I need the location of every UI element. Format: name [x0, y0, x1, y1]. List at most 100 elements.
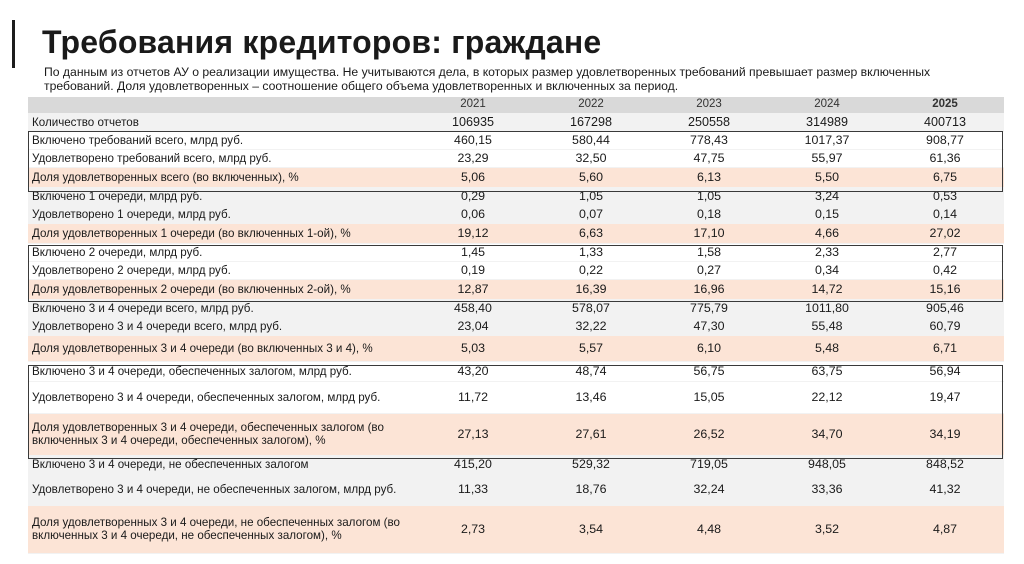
value-cell-2022: 48,74 — [532, 361, 650, 382]
value-cell-2023: 17,10 — [650, 223, 768, 244]
value-cell-2023: 250558 — [650, 113, 768, 132]
value-cell-2024: 2,33 — [768, 243, 886, 262]
value-cell-2023: 16,96 — [650, 279, 768, 300]
table-row: Удовлетворено требований всего, млрд руб… — [28, 149, 1004, 168]
year-header-2024: 2024 — [768, 97, 886, 114]
table-row: Удовлетворено 3 и 4 очереди всего, млрд … — [28, 317, 1004, 336]
value-cell-2025: 0,14 — [886, 205, 1004, 224]
table-row: Удовлетворено 3 и 4 очереди, не обеспече… — [28, 473, 1004, 506]
value-cell-2025: 4,87 — [886, 505, 1004, 554]
value-cell-2021: 106935 — [414, 113, 532, 132]
value-cell-2022: 3,54 — [532, 505, 650, 554]
value-cell-2022: 5,57 — [532, 335, 650, 362]
value-cell-2025: 34,19 — [886, 413, 1004, 456]
value-cell-2024: 948,05 — [768, 455, 886, 474]
row-label: Удовлетворено 3 и 4 очереди, не обеспече… — [28, 473, 414, 506]
value-cell-2025: 400713 — [886, 113, 1004, 132]
value-cell-2022: 529,32 — [532, 455, 650, 474]
table-row: Включено 3 и 4 очереди, обеспеченных зал… — [28, 361, 1004, 382]
value-cell-2021: 0,19 — [414, 261, 532, 280]
table-row: Доля удовлетворенных 2 очереди (во включ… — [28, 279, 1004, 300]
value-cell-2025: 848,52 — [886, 455, 1004, 474]
year-header-2023: 2023 — [650, 97, 768, 114]
value-cell-2023: 1,05 — [650, 187, 768, 206]
value-cell-2021: 5,06 — [414, 167, 532, 188]
value-cell-2025: 19,47 — [886, 381, 1004, 414]
value-cell-2021: 23,04 — [414, 317, 532, 336]
value-cell-2021: 0,06 — [414, 205, 532, 224]
value-cell-2023: 0,18 — [650, 205, 768, 224]
value-cell-2025: 2,77 — [886, 243, 1004, 262]
year-header-2021: 2021 — [414, 97, 532, 114]
value-cell-2021: 0,29 — [414, 187, 532, 206]
table-row: Доля удовлетворенных 3 и 4 очереди (во в… — [28, 335, 1004, 362]
value-cell-2025: 61,36 — [886, 149, 1004, 168]
row-label: Удовлетворено 3 и 4 очереди, обеспеченны… — [28, 381, 414, 414]
row-label: Доля удовлетворенных 3 и 4 очереди, не о… — [28, 505, 414, 554]
table-row: Включено требований всего, млрд руб. 460,… — [28, 131, 1004, 150]
value-cell-2025: 15,16 — [886, 279, 1004, 300]
accent-bar — [12, 20, 15, 68]
value-cell-2025: 60,79 — [886, 317, 1004, 336]
value-cell-2024: 34,70 — [768, 413, 886, 456]
value-cell-2023: 6,10 — [650, 335, 768, 362]
header-empty-cell — [28, 97, 414, 114]
value-cell-2023: 0,27 — [650, 261, 768, 280]
table-row: Удовлетворено 1 очереди, млрд руб. 0,06 0,… — [28, 205, 1004, 224]
value-cell-2025: 41,32 — [886, 473, 1004, 506]
value-cell-2022: 0,07 — [532, 205, 650, 224]
value-cell-2024: 33,36 — [768, 473, 886, 506]
value-cell-2022: 0,22 — [532, 261, 650, 280]
value-cell-2024: 314989 — [768, 113, 886, 132]
value-cell-2021: 415,20 — [414, 455, 532, 474]
value-cell-2024: 55,48 — [768, 317, 886, 336]
value-cell-2021: 11,33 — [414, 473, 532, 506]
value-cell-2023: 1,58 — [650, 243, 768, 262]
value-cell-2024: 0,34 — [768, 261, 886, 280]
value-cell-2021: 458,40 — [414, 299, 532, 318]
value-cell-2022: 16,39 — [532, 279, 650, 300]
value-cell-2022: 578,07 — [532, 299, 650, 318]
value-cell-2022: 5,60 — [532, 167, 650, 188]
table-row: Доля удовлетворенных 3 и 4 очереди, не о… — [28, 505, 1004, 554]
row-label: Доля удовлетворенных 3 и 4 очереди (во в… — [28, 335, 414, 362]
value-cell-2021: 1,45 — [414, 243, 532, 262]
value-cell-2025: 6,75 — [886, 167, 1004, 188]
row-label: Доля удовлетворенных всего (во включенны… — [28, 167, 414, 188]
value-cell-2023: 26,52 — [650, 413, 768, 456]
value-cell-2021: 43,20 — [414, 361, 532, 382]
value-cell-2021: 12,87 — [414, 279, 532, 300]
value-cell-2021: 11,72 — [414, 381, 532, 414]
value-cell-2022: 32,22 — [532, 317, 650, 336]
value-cell-2022: 1,05 — [532, 187, 650, 206]
value-cell-2024: 0,15 — [768, 205, 886, 224]
row-label: Включено 2 очереди, млрд руб. — [28, 243, 414, 262]
value-cell-2023: 6,13 — [650, 167, 768, 188]
value-cell-2023: 15,05 — [650, 381, 768, 414]
table-row: Количество отчетов 106935 167298 250558 3149… — [28, 113, 1004, 132]
value-cell-2024: 5,50 — [768, 167, 886, 188]
value-cell-2025: 0,53 — [886, 187, 1004, 206]
table-row: Удовлетворено 2 очереди, млрд руб. 0,19 0,… — [28, 261, 1004, 280]
creditor-claims-table: 2021 2022 2023 2024 2025 Количество отчетов 10… — [28, 97, 1004, 554]
year-header-row: 2021 2022 2023 2024 2025 — [28, 97, 1004, 114]
row-label: Включено 3 и 4 очереди, обеспеченных зал… — [28, 361, 414, 382]
value-cell-2025: 6,71 — [886, 335, 1004, 362]
value-cell-2022: 13,46 — [532, 381, 650, 414]
row-label: Удовлетворено 3 и 4 очереди всего, млрд … — [28, 317, 414, 336]
row-label: Доля удовлетворенных 2 очереди (во включ… — [28, 279, 414, 300]
value-cell-2023: 32,24 — [650, 473, 768, 506]
value-cell-2024: 55,97 — [768, 149, 886, 168]
value-cell-2022: 167298 — [532, 113, 650, 132]
row-label: Включено 3 и 4 очереди всего, млрд руб. — [28, 299, 414, 318]
value-cell-2021: 23,29 — [414, 149, 532, 168]
row-label: Удовлетворено 2 очереди, млрд руб. — [28, 261, 414, 280]
year-header-2022: 2022 — [532, 97, 650, 114]
row-label: Удовлетворено 1 очереди, млрд руб. — [28, 205, 414, 224]
value-cell-2023: 4,48 — [650, 505, 768, 554]
value-cell-2024: 63,75 — [768, 361, 886, 382]
table-row: Включено 3 и 4 очереди, не обеспеченных … — [28, 455, 1004, 474]
value-cell-2023: 56,75 — [650, 361, 768, 382]
row-label: Включено требований всего, млрд руб. — [28, 131, 414, 150]
table-row: Доля удовлетворенных 3 и 4 очереди, обес… — [28, 413, 1004, 456]
